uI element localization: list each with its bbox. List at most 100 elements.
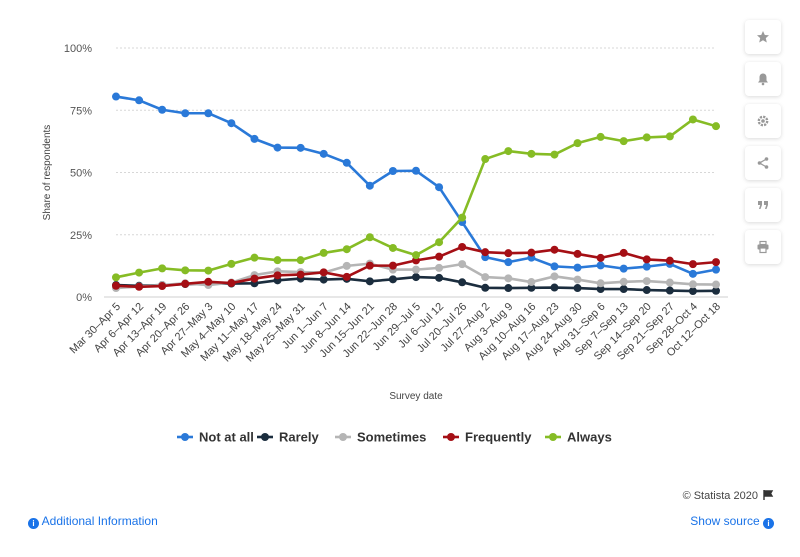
data-point	[158, 282, 167, 291]
data-point	[527, 248, 536, 257]
y-tick-label: 50%	[70, 168, 92, 180]
data-point	[296, 270, 305, 279]
data-point	[596, 279, 605, 288]
data-point	[642, 262, 651, 271]
additional-information-link[interactable]: i Additional Information	[28, 514, 158, 529]
star-icon	[757, 31, 769, 43]
notification-button[interactable]	[745, 62, 781, 96]
gear-icon	[757, 115, 769, 127]
data-point	[573, 249, 582, 258]
data-point	[619, 264, 628, 273]
data-point	[642, 255, 651, 264]
data-point	[181, 279, 190, 288]
data-point	[204, 277, 213, 286]
data-point	[573, 263, 582, 272]
data-point	[504, 258, 513, 267]
data-point	[158, 105, 167, 114]
legend-marker	[549, 433, 557, 441]
legend-label: Sometimes	[357, 430, 426, 445]
data-point	[712, 258, 720, 267]
data-point	[342, 158, 351, 167]
data-point	[619, 285, 628, 294]
data-point	[573, 139, 582, 148]
data-point	[388, 261, 397, 270]
data-point	[412, 273, 420, 282]
data-point	[596, 132, 605, 141]
data-point	[388, 243, 397, 252]
data-point	[665, 132, 674, 141]
data-point	[481, 273, 490, 282]
data-point	[250, 134, 259, 143]
cite-button[interactable]	[745, 188, 781, 222]
data-point	[227, 279, 236, 288]
side-toolbar	[745, 20, 781, 272]
data-point	[250, 253, 259, 262]
copyright: © Statista 2020	[683, 490, 774, 502]
data-point	[273, 271, 282, 280]
y-tick-label: 0%	[76, 292, 92, 304]
data-point	[135, 96, 144, 105]
additional-information-label: Additional Information	[41, 514, 158, 528]
print-icon	[757, 240, 769, 254]
data-point	[181, 109, 190, 118]
data-point	[550, 262, 559, 271]
data-point	[273, 256, 282, 265]
flag-icon	[763, 490, 774, 500]
data-point	[481, 155, 490, 164]
data-point	[550, 283, 559, 292]
data-point	[365, 233, 374, 242]
data-point	[596, 253, 605, 262]
data-point	[435, 273, 444, 282]
settings-button[interactable]	[745, 104, 781, 138]
legend-marker	[447, 433, 455, 441]
data-point	[458, 242, 467, 251]
show-source-link[interactable]: Show source i	[690, 514, 774, 529]
series-line	[115, 95, 717, 276]
data-point	[319, 149, 328, 158]
favorite-button[interactable]	[745, 20, 781, 54]
data-point	[319, 268, 328, 277]
bell-icon	[758, 73, 768, 86]
data-point	[342, 261, 351, 270]
data-point	[365, 261, 374, 270]
data-point	[619, 248, 628, 257]
print-button[interactable]	[745, 230, 781, 264]
data-point	[712, 286, 720, 295]
data-point	[273, 143, 282, 152]
data-point	[435, 252, 444, 261]
data-point	[458, 278, 467, 287]
share-button[interactable]	[745, 146, 781, 180]
data-point	[158, 264, 167, 273]
data-point	[112, 92, 120, 101]
data-point	[342, 245, 351, 254]
data-point	[412, 251, 420, 260]
data-point	[573, 275, 582, 284]
quote-icon	[758, 201, 768, 209]
data-point	[642, 277, 651, 286]
legend-label: Always	[567, 430, 612, 445]
data-point	[458, 213, 467, 222]
data-point	[688, 115, 697, 124]
data-point	[504, 274, 513, 283]
data-point	[250, 274, 259, 283]
data-point	[573, 284, 582, 293]
data-point	[112, 281, 120, 290]
y-tick-label: 100%	[64, 43, 92, 55]
y-axis-title: Share of respondents	[42, 125, 53, 221]
data-point	[481, 283, 490, 292]
legend-marker	[261, 433, 269, 441]
data-point	[319, 248, 328, 257]
data-point	[135, 268, 144, 277]
data-point	[481, 248, 490, 257]
data-point	[665, 256, 674, 265]
data-point	[712, 122, 720, 131]
data-point	[527, 283, 536, 292]
legend-label: Not at all	[199, 430, 254, 445]
data-point	[412, 166, 420, 175]
data-point	[688, 269, 697, 278]
show-source-label: Show source	[690, 514, 760, 528]
data-point	[435, 183, 444, 192]
data-point	[619, 277, 628, 286]
data-point	[550, 272, 559, 281]
y-tick-label: 75%	[70, 105, 92, 117]
